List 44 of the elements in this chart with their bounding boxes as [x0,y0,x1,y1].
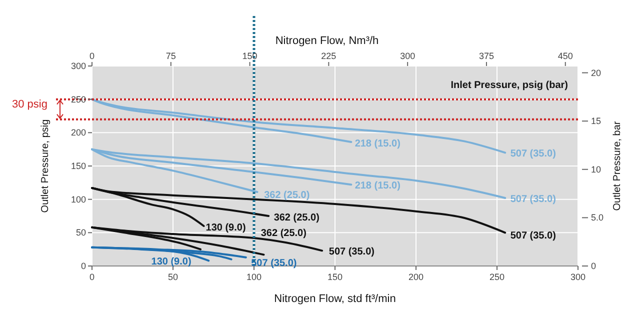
y-tick-label: 200 [70,128,86,138]
annotation: 362 (25.0) [260,228,306,239]
text: 30 psig [12,98,48,110]
y2-axis-title: Outlet Pressure, bar [612,120,623,211]
y-tick-label: 250 [70,94,86,104]
y2-tick-label: 5.0 [591,212,604,223]
y-tick-label: 300 [70,61,86,71]
annotation: 507 (35.0) [510,148,556,160]
y-tick-label: 0 [80,261,86,271]
x-tick-label: 50 [168,272,178,282]
x2-tick-label: 75 [166,51,176,61]
x2-tick-label: 150 [242,51,258,61]
annotation: 218 (15.0) [354,180,400,192]
annotation: 507 (35.0) [510,230,556,242]
x2-tick-label: 225 [321,51,336,61]
y-tick-label: 50 [76,228,86,238]
y-tick-label: 100 [70,194,86,204]
y2-tick-label: 15 [591,116,602,126]
x2-tick-label: 375 [478,51,494,61]
y-tick-label: 150 [70,161,86,171]
y2-tick-label: 20 [591,68,602,78]
y2-tick-label: 10 [591,164,602,174]
annotation: 218 (15.0) [354,138,400,150]
x-tick-label: 150 [327,272,343,282]
annotation: Inlet Pressure, psig (bar) [450,80,568,91]
x-tick-label: 200 [408,272,424,282]
x-tick-label: 0 [89,272,95,282]
annotation: 507 (35.0) [251,258,297,269]
annotation: 130 (9.0) [206,222,246,234]
annotation: 507 (35.0) [328,246,374,258]
annotation: 362 (25.0) [274,212,320,224]
x-axis-title: Nitrogen Flow, std ft³/min [274,293,396,305]
x-tick-label: 300 [570,272,586,282]
x2-tick-label: 300 [400,51,416,61]
x2-axis-title: Nitrogen Flow, Nm³/h [275,35,379,47]
annotation: 362 (25.0) [264,190,310,201]
x-tick-label: 250 [489,272,505,282]
annotation: 507 (35.0) [510,194,556,205]
x2-tick-label: 450 [558,51,573,61]
y-axis-title: Outlet Pressure, psig [40,119,51,213]
x2-tick-label: 0 [89,51,95,61]
y2-tick-label: 0 [591,261,596,271]
annotation: 130 (9.0) [151,256,192,268]
x-tick-label: 100 [246,272,262,282]
